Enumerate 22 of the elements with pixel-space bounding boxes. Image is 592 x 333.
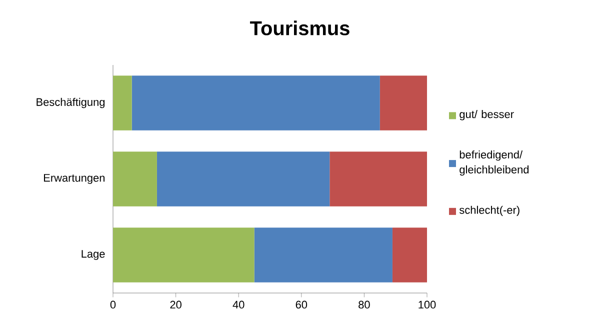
x-tick-label: 0 [110,300,116,309]
legend-label: befriedigend/ gleichbleibend [460,150,529,176]
y-tick-label: Beschäftigung [36,98,105,108]
chart-title: Tourismus [250,20,350,36]
bar [392,228,428,282]
bar [330,152,428,206]
bar [113,152,157,206]
y-tick-label: Lage [82,250,105,260]
bar [156,152,330,206]
y-tick-label: Erwartungen [44,174,105,184]
legend-label: schlecht(-er) [460,206,520,216]
bar [254,228,392,282]
bar [132,76,380,130]
x-tick-label: 40 [232,300,244,309]
legend-label: gut/ besser [460,110,514,120]
x-tick-label: 80 [358,300,370,309]
x-tick-label: 20 [170,300,182,309]
bar [113,76,132,130]
bar [380,76,428,130]
x-tick-label: 100 [418,300,436,309]
bar [113,228,254,282]
x-tick-label: 60 [296,300,308,309]
